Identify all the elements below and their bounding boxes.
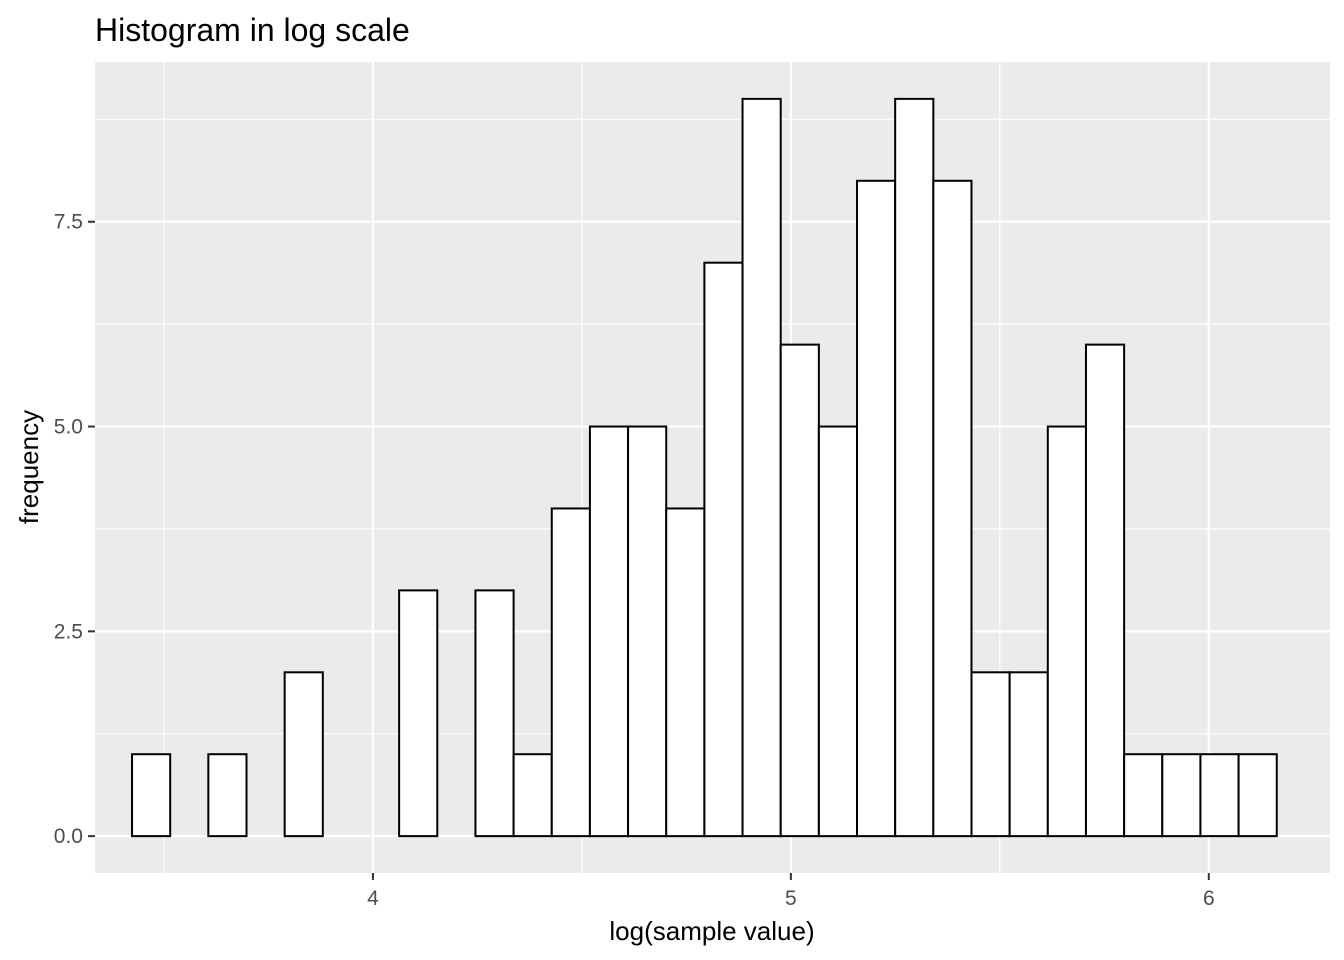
- histogram-bar: [1008, 671, 1049, 838]
- histogram-bar: [627, 425, 668, 838]
- histogram-bar: [588, 425, 630, 838]
- histogram-bar: [894, 97, 935, 838]
- histogram-bars: [131, 97, 1278, 838]
- histogram-bar: [283, 671, 324, 838]
- x-tick-label: 5: [785, 887, 797, 910]
- histogram-bar: [817, 425, 859, 838]
- histogram-bar: [1046, 425, 1087, 838]
- histogram-bar: [207, 753, 248, 838]
- histogram-bar: [131, 753, 172, 838]
- chart-title: Histogram in log scale: [95, 12, 410, 48]
- histogram-bar: [1084, 343, 1126, 838]
- histogram-bar: [741, 97, 782, 838]
- histogram-bar: [665, 507, 706, 838]
- histogram-bar: [779, 343, 820, 838]
- y-tick-label: 5.0: [54, 416, 83, 439]
- y-tick-label: 0.0: [54, 825, 83, 848]
- histogram-bar: [970, 671, 1011, 838]
- histogram-bar: [856, 179, 897, 838]
- histogram-bar: [932, 179, 973, 838]
- x-axis-title: log(sample value): [609, 916, 814, 946]
- histogram-bar: [1199, 753, 1240, 838]
- histogram-bar: [1161, 753, 1202, 838]
- histogram-bar: [1123, 753, 1164, 838]
- histogram-bar: [398, 589, 439, 838]
- histogram-bar: [703, 261, 744, 838]
- histogram-bar: [512, 753, 553, 838]
- x-tick-label: 6: [1203, 887, 1215, 910]
- y-tick-label: 2.5: [54, 620, 83, 643]
- y-tick-label: 7.5: [54, 211, 83, 234]
- y-axis-title: frequency: [14, 410, 44, 524]
- histogram-bar: [474, 589, 515, 838]
- histogram-bar: [1237, 753, 1278, 838]
- histogram-bar: [550, 507, 591, 838]
- x-axis: 4 5 6: [367, 873, 1215, 910]
- x-tick-label: 4: [367, 887, 379, 910]
- y-axis: 0.0 2.5 5.0 7.5: [54, 211, 95, 848]
